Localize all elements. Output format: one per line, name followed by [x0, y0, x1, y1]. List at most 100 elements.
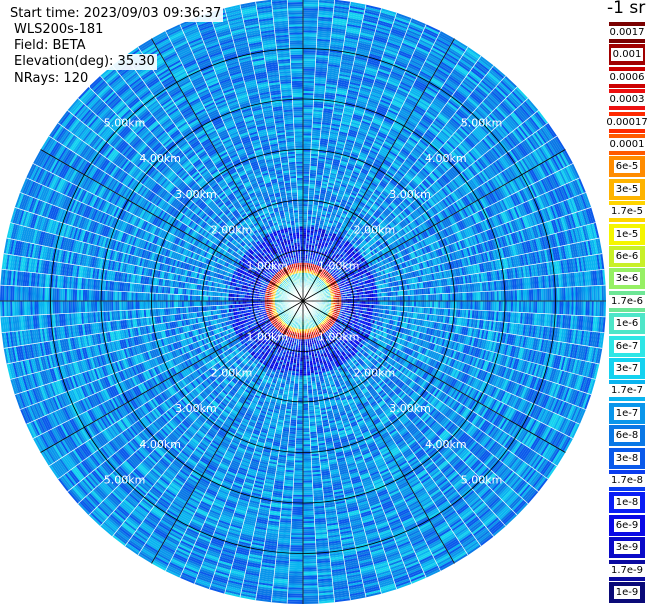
range-bin [559, 287, 562, 301]
range-bin [476, 291, 479, 301]
range-bin [464, 301, 467, 310]
range-bin [308, 196, 314, 199]
range-bin [438, 301, 441, 309]
range-bin [318, 150, 327, 154]
range-bin [308, 204, 314, 207]
range-bin [303, 139, 312, 142]
range-bin [385, 301, 388, 306]
range-bin [311, 135, 321, 139]
range-bin [303, 107, 314, 110]
range-bin [583, 301, 586, 316]
range-bin [520, 301, 524, 313]
range-bin [305, 258, 308, 261]
range-bin [318, 156, 326, 160]
range-bin [303, 145, 312, 148]
range-bin [442, 301, 445, 309]
range-bin [567, 301, 570, 315]
range-bin [478, 301, 481, 311]
range-bin [334, 0, 351, 4]
range-bin [325, 84, 338, 88]
range-bin [482, 301, 485, 311]
range-bin [317, 16, 333, 20]
range-bin [307, 254, 311, 258]
range-bin [375, 301, 378, 305]
range-bin [472, 301, 475, 310]
range-bin [303, 105, 314, 108]
range-bin [535, 288, 538, 301]
range-bin [430, 294, 433, 301]
range-bin [492, 301, 495, 311]
range-bin [303, 4, 319, 7]
range-bin [313, 107, 324, 111]
range-bin [494, 290, 497, 301]
range-bin [328, 59, 341, 64]
range-bin [557, 287, 560, 301]
range-bin [367, 297, 370, 301]
range-bin [306, 228, 311, 231]
range-bin [381, 305, 384, 310]
range-bin [332, 19, 348, 24]
range-bin [395, 291, 398, 297]
range-bin [434, 301, 437, 308]
range-bin [303, 42, 317, 45]
range-bin [305, 256, 308, 259]
range-bin [315, 219, 321, 222]
range-bin [303, 200, 309, 203]
range-bin [331, 29, 346, 34]
range-bin [311, 245, 315, 248]
range-bin [303, 24, 318, 27]
range-bin [303, 74, 315, 78]
range-bin [303, 149, 311, 152]
range-bin [512, 301, 516, 313]
range-bin [462, 301, 465, 310]
range-bin [365, 301, 368, 305]
range-bin [448, 293, 451, 301]
range-bin [333, 5, 350, 10]
range-bin [426, 294, 429, 301]
range-bin [303, 264, 305, 267]
range-bin [405, 295, 408, 301]
range-bin [328, 141, 337, 145]
range-bin [327, 143, 337, 147]
range-bin [314, 190, 321, 194]
range-bin [563, 287, 566, 301]
range-bin [308, 186, 315, 189]
range-bin [309, 177, 316, 181]
range-bin [303, 222, 308, 225]
range-bin [326, 72, 339, 76]
range-bin [599, 285, 602, 301]
range-bin [303, 220, 308, 223]
range-bin [303, 244, 306, 247]
range-bin [543, 301, 546, 314]
range-bin [500, 301, 503, 312]
range-bin [303, 189, 309, 193]
range-bin [308, 242, 313, 246]
range-bin [318, 0, 335, 4]
range-bin [363, 301, 366, 305]
range-bin [522, 301, 526, 313]
range-bin [306, 236, 310, 239]
range-bin [303, 228, 307, 231]
range-bin [307, 208, 313, 211]
range-bin [306, 232, 311, 235]
range-bin [303, 187, 309, 191]
range-bin [312, 119, 322, 123]
range-bin [303, 208, 308, 211]
range-bin [585, 286, 588, 301]
range-bin [411, 301, 415, 307]
range-bin [317, 28, 332, 32]
range-bin [311, 129, 321, 133]
range-bin [321, 183, 328, 187]
range-bin [327, 145, 336, 149]
range-bin [303, 40, 317, 43]
range-bin [315, 54, 329, 58]
range-bin [323, 102, 335, 106]
range-bin [565, 301, 568, 315]
range-bin [306, 242, 310, 245]
range-bin [533, 288, 536, 301]
range-bin [539, 288, 542, 301]
range-bin [303, 109, 313, 112]
range-bin [426, 301, 429, 308]
range-bin [480, 291, 483, 301]
